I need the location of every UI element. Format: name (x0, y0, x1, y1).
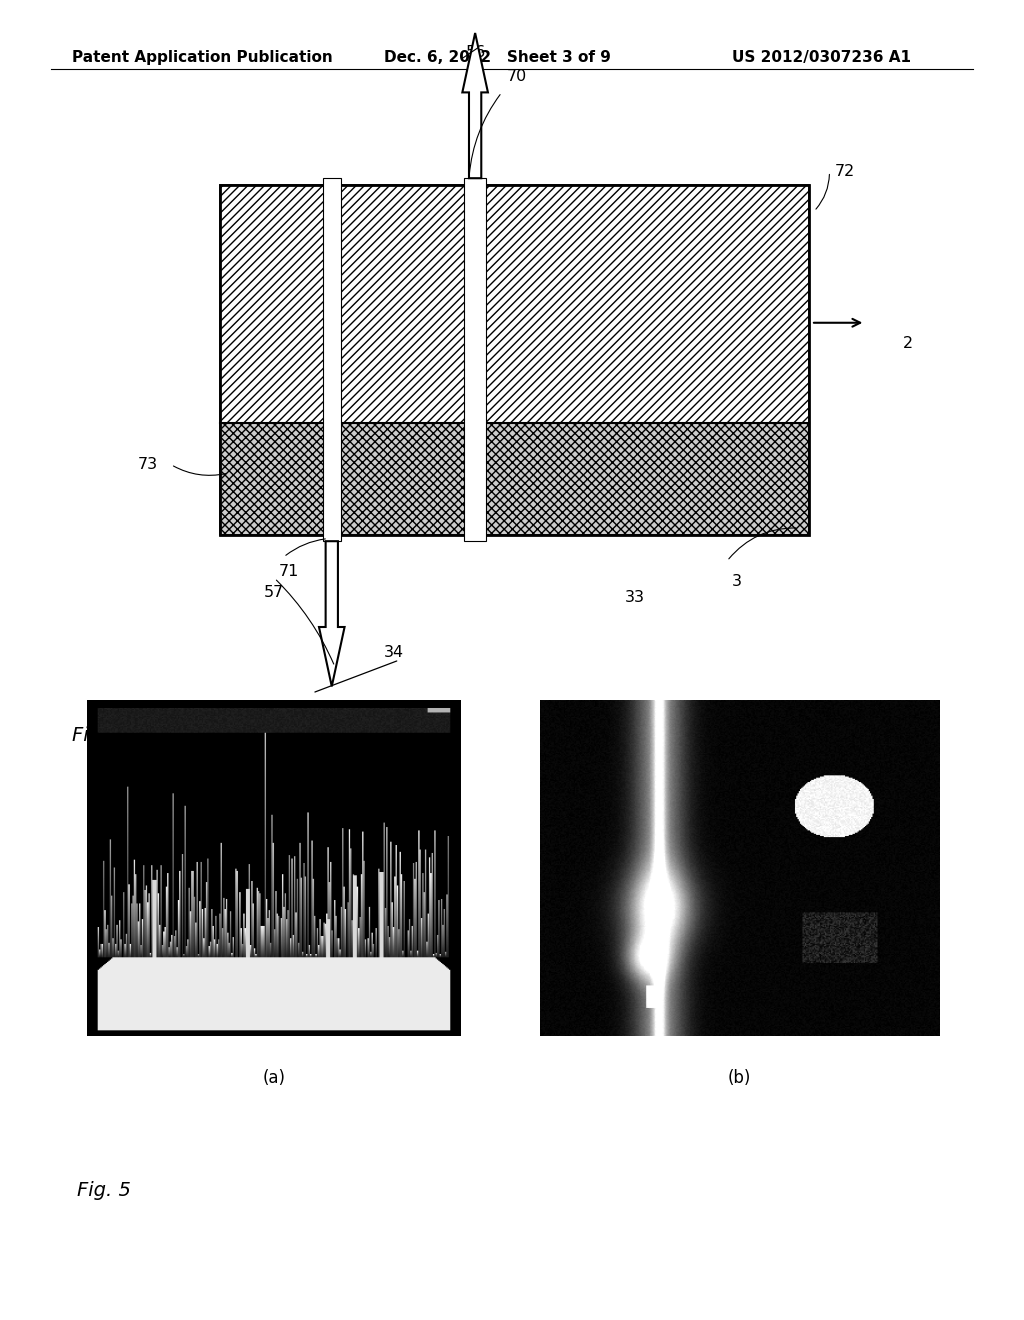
Text: US 2012/0307236 A1: US 2012/0307236 A1 (732, 50, 911, 65)
Text: 70: 70 (507, 69, 527, 84)
Text: 33: 33 (625, 590, 645, 605)
Bar (220, 422, 809, 535)
Text: Dec. 6, 2012   Sheet 3 of 9: Dec. 6, 2012 Sheet 3 of 9 (384, 50, 611, 65)
Bar (464, 178, 486, 541)
Polygon shape (463, 33, 488, 178)
Text: 3: 3 (732, 574, 742, 589)
Bar (323, 178, 341, 541)
Text: Fig. 5: Fig. 5 (77, 1181, 131, 1200)
Text: 2: 2 (903, 335, 913, 351)
Text: Patent Application Publication: Patent Application Publication (72, 50, 333, 65)
Bar (220, 185, 809, 422)
Text: 57: 57 (264, 585, 285, 599)
Text: 34: 34 (384, 645, 404, 660)
Polygon shape (319, 541, 344, 686)
Text: (b): (b) (728, 1069, 751, 1088)
Text: 72: 72 (835, 164, 855, 180)
Text: 73: 73 (138, 457, 159, 473)
Bar (220, 185, 809, 535)
Text: 71: 71 (279, 564, 299, 578)
Text: Fig. 4: Fig. 4 (72, 726, 126, 744)
Text: 56: 56 (466, 45, 486, 61)
Text: (a): (a) (263, 1069, 286, 1088)
